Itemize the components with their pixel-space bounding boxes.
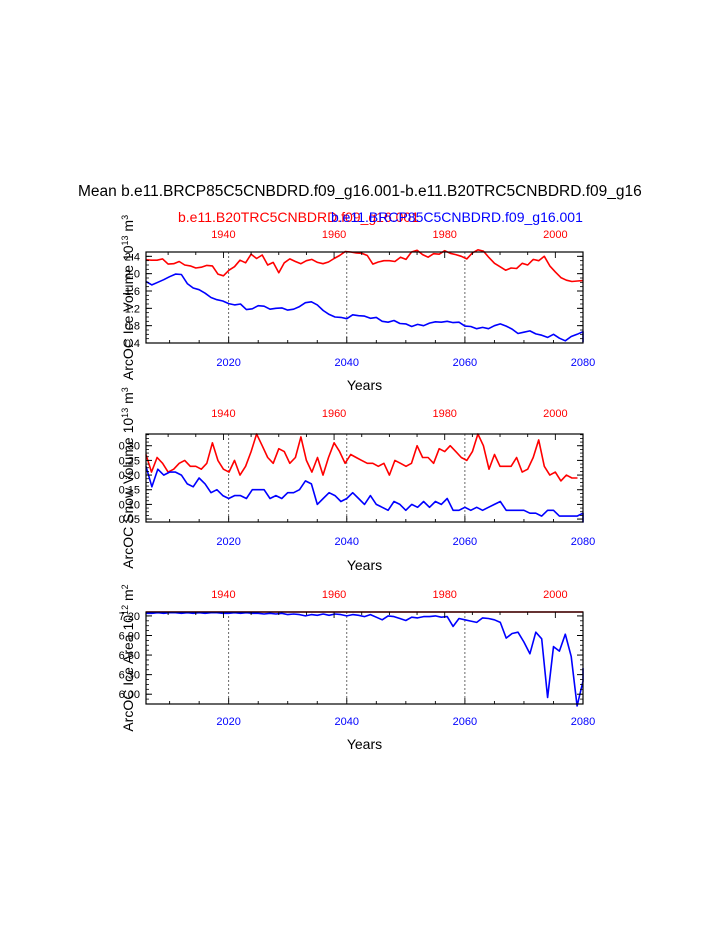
- y-axis-title-exponent: 12: [120, 605, 130, 615]
- plot-frame: [145, 251, 584, 344]
- y-axis-title-unit-exponent: 2: [120, 584, 130, 589]
- x-top-tick-label: 1940: [211, 229, 235, 241]
- y-tick-label: 6.00: [119, 689, 140, 701]
- y-axis-title-exponent: 13: [120, 408, 130, 418]
- x-bottom-tick-label: 2080: [571, 536, 595, 548]
- x-top-tick-label: 1960: [322, 589, 346, 601]
- y-axis-title-unit-exponent: 3: [120, 387, 130, 392]
- y-axis-title-unit: m: [120, 220, 136, 236]
- y-tick-label: 0.20: [119, 470, 140, 482]
- x-bottom-tick-label: 2080: [571, 716, 595, 728]
- x-bottom-tick-label: 2060: [453, 357, 477, 369]
- x-axis-title: Years: [347, 377, 382, 393]
- x-top-tick-label: 2000: [543, 589, 567, 601]
- plot-frame: [145, 611, 584, 705]
- x-axis-title: Years: [347, 557, 382, 573]
- x-top-tick-label: 1980: [432, 589, 456, 601]
- y-tick-label: 6.60: [119, 650, 140, 662]
- y-tick-label: 2.4: [125, 251, 140, 263]
- x-top-tick-label: 1980: [432, 408, 456, 420]
- main-title: Mean b.e11.BRCP85C5CNBDRD.f09_g16.001-b.…: [0, 183, 723, 205]
- legend-label-blue: b.e11.BRCP85C5CNBDRD.f09_g16.001: [331, 209, 583, 225]
- x-bottom-tick-label: 2080: [571, 357, 595, 369]
- y-axis-title-text: ArcOC Snow Volume 10: [120, 418, 136, 569]
- x-top-tick-label: 2000: [543, 229, 567, 241]
- legend-label-red: b.e11.B20TRC5CNBDRD.f09_g16.001: [178, 209, 419, 225]
- plot-frame: [145, 433, 584, 523]
- x-top-tick-label: 2000: [543, 408, 567, 420]
- y-axis-title-text: ArcOC Ice Volume 10: [120, 245, 136, 380]
- y-tick-label: 0.4: [125, 338, 140, 350]
- y-tick-label: 6.90: [119, 630, 140, 642]
- y-axis-title: ArcOC Ice Area 1012 m2: [120, 584, 136, 731]
- y-axis-title-unit: m: [120, 392, 136, 408]
- y-tick-label: 1.2: [125, 303, 140, 315]
- y-tick-label: 6.30: [119, 670, 140, 682]
- x-top-tick-label: 1960: [322, 408, 346, 420]
- y-tick-label: 0.25: [119, 455, 140, 467]
- y-tick-label: 2.0: [125, 269, 140, 281]
- series-line-red: [145, 433, 578, 482]
- y-tick-label: 0.30: [119, 441, 140, 453]
- x-top-tick-label: 1980: [432, 229, 456, 241]
- panel-1: 0.4 0.8 1.2 1.6 2.0 2.4 2020 2040 2060 2080 1940 19…: [120, 215, 595, 393]
- y-axis-title-text: ArcOC Ice Area 10: [120, 615, 136, 732]
- y-tick-label: 7.20: [119, 611, 140, 623]
- x-bottom-tick-label: 2020: [216, 357, 240, 369]
- y-axis-title-unit: m: [120, 589, 136, 605]
- y-axis-title-unit-exponent: 3: [120, 215, 130, 220]
- x-bottom-tick-label: 2020: [216, 536, 240, 548]
- x-bottom-tick-label: 2020: [216, 716, 240, 728]
- panel-3: 6.00 6.30 6.60 6.90 7.20 2020 2040 2060 2080 1940…: [119, 584, 596, 752]
- x-bottom-tick-label: 2040: [335, 536, 359, 548]
- y-tick-label: 0.10: [119, 499, 140, 511]
- panel-2: 0.05 0.10 0.15 0.20 0.25 0.30 2020 2040 2060 2080…: [119, 387, 596, 573]
- y-tick-label: 0.05: [119, 514, 140, 526]
- y-axis-title: ArcOC Snow Volume 1013 m3: [120, 387, 136, 569]
- series-line-blue: [146, 611, 584, 707]
- series-line-red: [145, 249, 584, 283]
- main-title-text: Mean b.e11.BRCP85C5CNBDRD.f09_g16.001-b.…: [78, 183, 642, 200]
- y-tick-label: 0.15: [119, 485, 140, 497]
- x-bottom-tick-label: 2060: [453, 536, 477, 548]
- x-top-tick-label: 1960: [322, 229, 346, 241]
- x-top-tick-label: 1940: [211, 589, 235, 601]
- y-tick-label: 0.8: [125, 321, 140, 333]
- x-bottom-tick-label: 2040: [335, 357, 359, 369]
- x-top-tick-label: 1940: [211, 408, 235, 420]
- x-bottom-tick-label: 2060: [453, 716, 477, 728]
- x-axis-title: Years: [347, 736, 382, 752]
- x-bottom-tick-label: 2040: [335, 716, 359, 728]
- series-line-blue: [145, 466, 584, 523]
- series-line-blue: [145, 273, 584, 343]
- y-tick-label: 1.6: [125, 286, 140, 298]
- y-axis-title: ArcOC Ice Volume 1013 m3: [120, 215, 136, 380]
- y-axis-title-exponent: 13: [120, 235, 130, 245]
